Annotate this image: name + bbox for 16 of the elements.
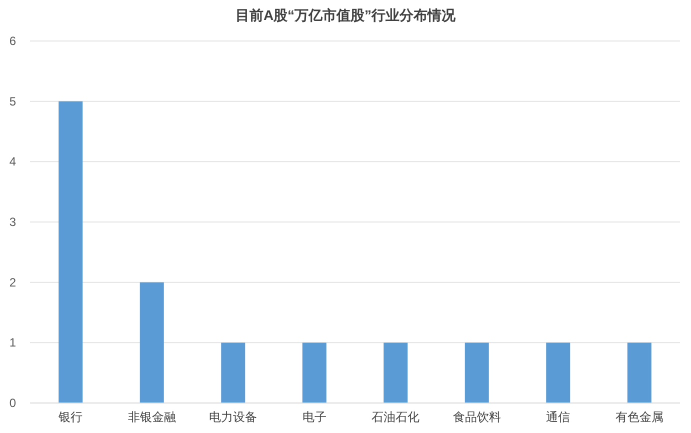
y-tick-label: 6 — [9, 34, 16, 48]
y-tick-label: 0 — [9, 396, 16, 410]
y-tick-label: 1 — [9, 336, 16, 350]
x-tick-label: 通信 — [546, 410, 570, 424]
x-tick-label: 电子 — [302, 410, 326, 424]
x-tick-label: 有色金属 — [615, 410, 664, 424]
y-tick-label: 5 — [9, 94, 16, 108]
y-tick-label: 2 — [9, 275, 16, 290]
x-tick-label: 非银金融 — [128, 410, 176, 424]
x-tick-label: 电力设备 — [209, 410, 258, 424]
y-tick-label: 3 — [9, 215, 16, 229]
y-tick-label: 4 — [9, 154, 16, 169]
chart-title: 目前A股“万亿市值股”行业分布情况 — [235, 7, 457, 23]
x-tick-label: 银行 — [58, 410, 83, 424]
x-tick-label: 食品饮料 — [452, 410, 501, 424]
x-tick-label: 石油石化 — [372, 410, 420, 424]
